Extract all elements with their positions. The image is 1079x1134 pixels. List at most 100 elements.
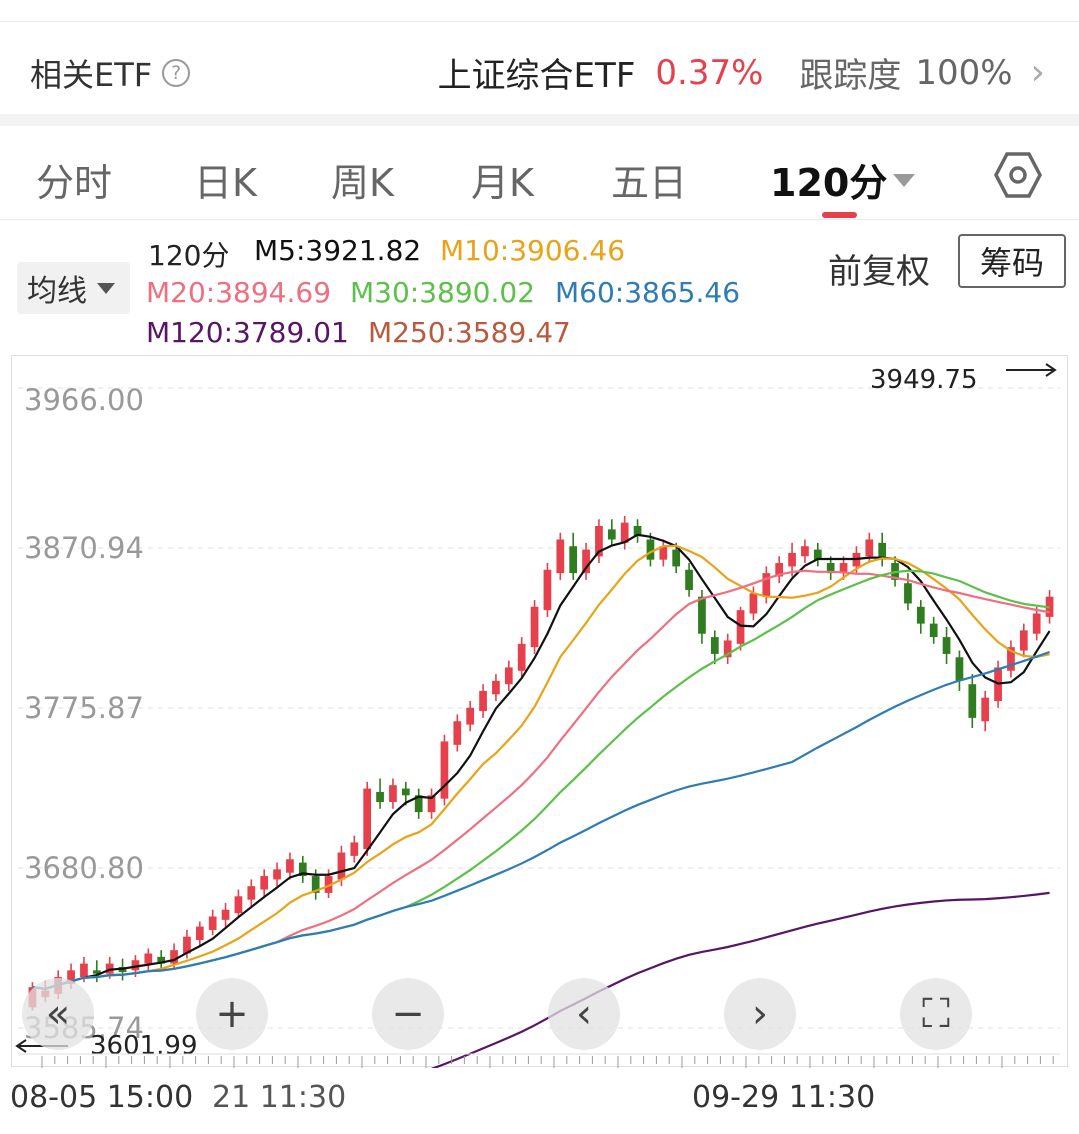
candle-body	[80, 963, 88, 978]
candle-body	[878, 542, 887, 560]
candle-body	[183, 936, 191, 954]
candle-body	[1007, 647, 1015, 671]
related-etf-title: 相关ETF ?	[30, 50, 191, 96]
legend-m120: M120:3789.01	[146, 316, 349, 349]
candle-body	[144, 953, 153, 964]
candle-body	[298, 862, 307, 877]
legend-period: 120分	[148, 239, 230, 272]
tab-120min[interactable]: 120分	[770, 152, 916, 207]
question-circle-icon[interactable]: ?	[162, 59, 191, 87]
max-price-label: 3949.75	[870, 365, 978, 395]
etf-summary[interactable]: 上证综合ETF 0.37% 跟踪度 100% ›	[438, 48, 1045, 97]
candle-body	[620, 522, 629, 543]
candle-body	[981, 697, 990, 722]
candle-body	[479, 690, 487, 712]
ma-line-m30	[32, 569, 1050, 990]
candle-body	[929, 623, 938, 638]
chevron-right-icon[interactable]: ›	[724, 978, 796, 1050]
candle-body	[195, 926, 204, 941]
ma-line-m20	[32, 569, 1050, 990]
candle-body	[273, 869, 281, 880]
chevron-left-icon[interactable]: ‹	[548, 978, 620, 1050]
candle-body	[813, 549, 822, 560]
candle-body	[530, 606, 539, 648]
candlestick-chart-area[interactable]: 3966.003870.943775.873680.803585.743949.…	[11, 355, 1069, 1068]
y-tick-label: 3966.00	[24, 383, 144, 417]
candle-body	[762, 573, 771, 597]
tracking-label: 跟踪度	[799, 56, 902, 96]
fullscreen-icon[interactable]: ⛶	[900, 978, 972, 1050]
chip-distribution-button[interactable]: 筹码	[958, 234, 1066, 288]
candle-body	[955, 657, 964, 681]
legend-m250: M250:3589.47	[368, 316, 571, 349]
ma-line-m60	[32, 650, 1050, 990]
candle-body	[543, 569, 552, 611]
candle-body	[414, 795, 423, 813]
y-tick-label: 3680.80	[24, 851, 144, 885]
tab-day-k[interactable]: 日K	[194, 161, 257, 205]
candle-body	[865, 539, 874, 557]
candle-body	[131, 960, 140, 971]
tab-month-k[interactable]: 月K	[471, 161, 534, 205]
tracking-value: 100%	[915, 52, 1013, 93]
zoom-out-icon[interactable]: −	[372, 978, 444, 1050]
forward-adjust-button[interactable]: 前复权	[828, 252, 930, 292]
candle-body	[685, 569, 693, 590]
candle-body	[556, 539, 565, 574]
candle-body	[672, 549, 681, 567]
tab-120min-label: 120分	[770, 161, 888, 205]
candle-body	[492, 680, 500, 695]
x-axis-label: 09-29 11:30	[692, 1080, 876, 1115]
candle-body	[363, 788, 372, 850]
tab-fenshi[interactable]: 分时	[36, 161, 113, 205]
candle-body	[350, 842, 359, 856]
ma-line-m120	[430, 891, 1050, 1068]
candle-body	[710, 637, 719, 654]
candle-body	[92, 970, 101, 974]
min-price-label: 3601.99	[90, 1031, 198, 1061]
max-arrow-head	[1045, 363, 1057, 377]
candle-body	[749, 593, 758, 614]
candle-body	[376, 791, 384, 803]
related-etf-label: 相关ETF	[30, 56, 153, 94]
related-etf-bar[interactable]: 相关ETF ? 上证综合ETF 0.37% 跟踪度 100% ›	[0, 22, 1079, 114]
candle-body	[942, 637, 951, 654]
candle-body	[517, 643, 526, 671]
indicator-select[interactable]: 均线	[17, 262, 130, 314]
x-axis-label: 21 11:30	[212, 1080, 347, 1115]
active-tab-indicator	[822, 212, 857, 218]
chevron-right-icon[interactable]: ›	[1030, 52, 1045, 93]
candle-body	[839, 563, 848, 574]
candle-body	[775, 563, 784, 577]
legend-m30: M30:3890.02	[350, 276, 536, 309]
candle-body	[440, 741, 449, 799]
candle-body	[466, 707, 475, 725]
candle-body	[1019, 630, 1028, 651]
section-divider	[0, 114, 1079, 126]
etf-name: 上证综合ETF	[437, 56, 636, 96]
candle-body	[401, 788, 410, 796]
y-tick-label: 3870.94	[24, 531, 144, 565]
candle-body	[311, 876, 320, 893]
ma-line-m5	[32, 533, 1051, 990]
hexagon-settings-icon[interactable]	[993, 150, 1043, 200]
indicator-select-label: 均线	[27, 274, 87, 309]
candle-body	[157, 956, 166, 964]
candle-body	[916, 606, 925, 624]
legend-m20: M20:3894.69	[146, 276, 332, 309]
candle-body	[607, 529, 616, 540]
tab-week-k[interactable]: 周K	[331, 161, 394, 205]
candle-body	[569, 546, 578, 574]
candle-body	[646, 539, 655, 560]
candlestick-chart[interactable]: 3966.003870.943775.873680.803585.743949.…	[12, 356, 1069, 1068]
tab-five-day[interactable]: 五日	[611, 161, 688, 205]
candle-body	[337, 852, 346, 880]
zoom-in-icon[interactable]: +	[196, 978, 268, 1050]
candle-body	[968, 684, 977, 718]
candle-body	[659, 546, 668, 560]
candle-body	[723, 640, 732, 658]
candle-body	[595, 526, 603, 557]
rewind-icon[interactable]: «	[22, 978, 94, 1050]
min-arrow-head	[15, 1039, 27, 1053]
candle-body	[324, 876, 333, 893]
